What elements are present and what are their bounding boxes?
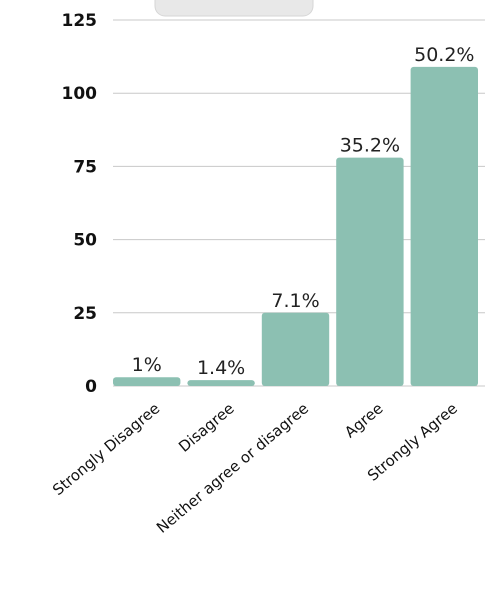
data-labels: 1% 1.4% 7.1% 35.2% 50.2% bbox=[132, 44, 475, 379]
bar bbox=[113, 377, 181, 386]
y-tick-label: 100 bbox=[62, 84, 98, 104]
x-category-label: Agree bbox=[341, 399, 386, 441]
y-tick-label: 25 bbox=[73, 304, 97, 324]
x-category-label: Strongly Disagree bbox=[49, 399, 163, 499]
y-tick-label: 75 bbox=[73, 157, 97, 177]
bar bbox=[336, 157, 404, 386]
y-tick-label: 50 bbox=[73, 231, 97, 251]
bar bbox=[187, 380, 255, 386]
data-label: 1% bbox=[132, 354, 162, 376]
bars bbox=[113, 66, 478, 387]
top-tab-decoration bbox=[154, 0, 314, 17]
y-tick-label: 125 bbox=[62, 11, 98, 31]
y-axis-tick-labels: 0 25 50 75 100 125 bbox=[62, 11, 98, 397]
data-label: 35.2% bbox=[340, 135, 400, 157]
data-label: 50.2% bbox=[414, 44, 474, 66]
bar bbox=[261, 312, 330, 386]
x-category-label: Neither agree or disagree bbox=[153, 399, 312, 537]
bar bbox=[410, 66, 478, 387]
y-tick-label: 0 bbox=[85, 377, 97, 397]
x-category-label: Disagree bbox=[175, 399, 238, 456]
data-label: 1.4% bbox=[197, 357, 245, 379]
data-label: 7.1% bbox=[271, 290, 319, 312]
